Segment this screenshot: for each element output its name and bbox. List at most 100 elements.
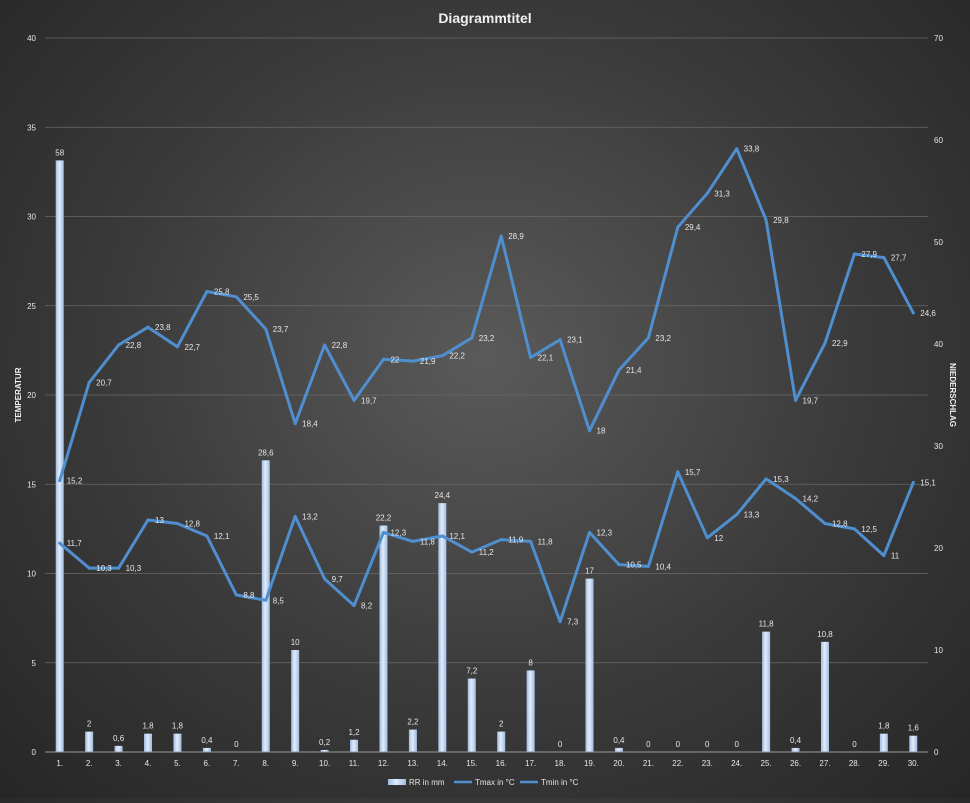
tmax-value-label: 19,7 <box>361 396 377 405</box>
legend-label: Tmin in °C <box>541 778 579 787</box>
left-tick-label: 0 <box>32 748 37 757</box>
bar-rr <box>762 631 771 752</box>
bar-series <box>55 160 918 752</box>
tmax-point <box>205 289 209 293</box>
left-tick-label: 30 <box>27 213 36 222</box>
tmax-value-label: 31,3 <box>714 189 730 198</box>
tmin-line <box>58 470 915 624</box>
tmax-point <box>588 429 592 433</box>
bar-rr <box>85 731 94 752</box>
right-tick-label: 30 <box>934 442 943 451</box>
left-tick-label: 20 <box>27 391 36 400</box>
tmin-value-label: 12,3 <box>390 528 406 537</box>
bar-value-label: 0 <box>558 740 563 749</box>
tmax-value-label: 22,9 <box>832 339 848 348</box>
tmax-value-label: 33,8 <box>744 145 760 154</box>
tmax-value-label: 23,2 <box>479 334 495 343</box>
tmax-value-label: 28,9 <box>508 232 524 241</box>
tmax-value-label: 18 <box>597 427 606 436</box>
bar-value-label: 0 <box>234 740 239 749</box>
bar-value-label: 10,8 <box>817 630 833 639</box>
left-tick-label: 40 <box>27 34 36 43</box>
tmin-value-label: 11 <box>891 552 900 561</box>
tmax-point <box>794 398 798 402</box>
tmin-value-label: 11,9 <box>508 536 524 545</box>
bar-value-label: 7,2 <box>466 667 478 676</box>
bar-rr <box>202 747 211 752</box>
bar-rr <box>820 641 829 752</box>
tmin-point <box>646 564 650 568</box>
tmin-value-label: 13,2 <box>302 512 318 521</box>
tmin-value-label: 8,8 <box>243 591 255 600</box>
tmin-point <box>852 527 856 531</box>
tmin-point <box>87 566 91 570</box>
bar-value-label: 11,8 <box>759 620 775 629</box>
bar-rr <box>614 747 623 752</box>
tmax-point <box>352 398 356 402</box>
right-tick-label: 40 <box>934 340 943 349</box>
tmin-value-label: 8,2 <box>361 602 373 611</box>
x-tick-label: 21. <box>643 759 654 768</box>
tmin-point <box>588 530 592 534</box>
bar-rr <box>879 733 888 752</box>
x-tick-label: 19. <box>584 759 595 768</box>
tmin-value-label: 13,3 <box>744 511 760 520</box>
bar-rr <box>144 733 153 752</box>
tmax-point <box>676 225 680 229</box>
bar-value-label: 0 <box>852 740 857 749</box>
tmax-value-label: 23,8 <box>155 323 171 332</box>
bar-rr <box>261 460 270 752</box>
line-series <box>58 147 915 624</box>
tmin-point <box>205 534 209 538</box>
right-axis-title: NIEDERSCHLAG <box>948 363 957 427</box>
bar-value-label: 1,8 <box>172 722 184 731</box>
left-tick-label: 15 <box>27 480 36 489</box>
tmax-value-label: 22,1 <box>538 354 554 363</box>
tmax-value-label: 23,2 <box>655 334 671 343</box>
x-tick-label: 25. <box>761 759 772 768</box>
tmax-value-label: 15,2 <box>67 477 83 486</box>
legend: RR in mm Tmax in °C Tmin in °C <box>388 778 579 787</box>
tmin-value-label: 11,8 <box>538 537 554 546</box>
x-tick-label: 18. <box>555 759 566 768</box>
bar-value-label: 0 <box>646 740 651 749</box>
bar-rr <box>350 739 359 752</box>
x-tick-label: 13. <box>407 759 418 768</box>
bar-rr <box>379 525 388 752</box>
tmax-point <box>175 345 179 349</box>
tmax-value-label: 27,9 <box>861 250 877 259</box>
right-tick-label: 50 <box>934 238 943 247</box>
tmin-point <box>764 477 768 481</box>
tmin-value-label: 12,8 <box>184 520 200 529</box>
data-labels: 58 2 0,6 1,8 1,8 0,4 0 28,6 10 0,2 1,2 22,2 2,2 24,4 7… <box>55 145 936 749</box>
tmin-point <box>58 541 62 545</box>
tmax-point <box>117 343 121 347</box>
bar-value-label: 0,4 <box>613 736 625 745</box>
tmin-value-label: 12,3 <box>597 528 613 537</box>
bar-value-label: 0 <box>676 740 681 749</box>
chart-title: Diagrammtitel <box>438 10 531 26</box>
tmax-point <box>735 147 739 151</box>
tmin-point <box>823 522 827 526</box>
left-tick-label: 10 <box>27 570 36 579</box>
tmax-point <box>58 479 62 483</box>
tmin-value-label: 7,3 <box>567 618 579 627</box>
tmax-point <box>146 325 150 329</box>
tmax-point <box>499 234 503 238</box>
tmax-value-label: 29,8 <box>773 216 789 225</box>
tmin-value-label: 8,5 <box>273 596 285 605</box>
x-tick-label: 12. <box>378 759 389 768</box>
x-tick-label: 5. <box>174 759 181 768</box>
tmin-point <box>735 513 739 517</box>
bar-value-label: 1,8 <box>878 722 890 731</box>
bar-value-label: 10 <box>291 638 300 647</box>
bar-rr <box>909 735 918 752</box>
tmax-value-label: 25,8 <box>214 287 230 296</box>
legend-swatch-bar <box>388 779 406 785</box>
bar-value-label: 0 <box>734 740 739 749</box>
tmin-point <box>911 480 915 484</box>
tmin-point <box>882 554 886 558</box>
